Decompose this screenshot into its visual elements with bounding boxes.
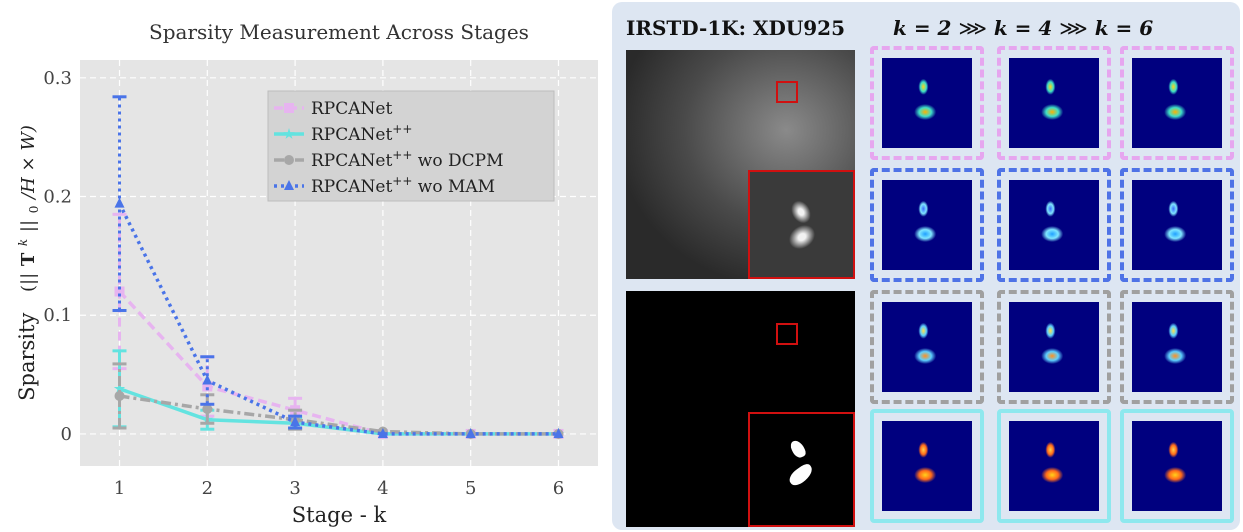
y-tick-label: 0.2 <box>43 187 72 208</box>
heatmap-image <box>1009 58 1099 148</box>
data-point <box>283 128 295 139</box>
data-point <box>377 427 388 438</box>
heatmap-image <box>1132 302 1222 392</box>
sparsity-chart: Sparsity Measurement Across Stages 1 2 3 4 5… <box>8 20 598 527</box>
heatmap-frame <box>1120 46 1234 160</box>
data-point <box>284 103 294 113</box>
heatmap-image <box>1009 421 1099 511</box>
heatmap-image <box>882 302 972 392</box>
legend-entry-2: RPCANet++ wo DCPM <box>274 148 503 171</box>
data-point <box>113 382 126 394</box>
heatmap-frame <box>997 168 1111 282</box>
series-line <box>117 202 559 436</box>
stage-label-k4: k = 4 <box>993 16 1053 40</box>
input-zoom-inset <box>748 170 855 279</box>
x-tick-label: 6 <box>553 478 564 499</box>
y-axis-label-sub: 0 <box>27 206 41 214</box>
heatmap-image <box>882 421 972 511</box>
heatmap-frame <box>870 168 984 282</box>
legend-entry-3: RPCANet++ wo MAM <box>274 174 495 197</box>
legend-entry-1: RPCANet++ <box>274 122 412 145</box>
heatmap-image <box>1009 302 1099 392</box>
data-point <box>202 374 213 385</box>
heatmap-image <box>882 58 972 148</box>
legend-entries: RPCANet RPCANet++ RPCANet++ wo DCPM RPCANet… <box>274 99 503 197</box>
heatmap-image <box>1132 180 1222 270</box>
legend-box <box>267 90 555 202</box>
axis-ticks: 1 2 3 4 5 6 0 0.1 0.2 0.3 <box>43 68 564 499</box>
ground-truth-mask <box>626 291 855 527</box>
x-axis-label: Stage - k <box>292 503 387 527</box>
legend-label: RPCANet <box>311 99 392 119</box>
y-axis-label-main: Sparsity <box>15 313 39 401</box>
x-tick-label: 4 <box>377 478 388 499</box>
data-point <box>114 286 125 297</box>
heatmap-image <box>1132 421 1222 511</box>
x-tick-label: 2 <box>202 478 213 499</box>
y-axis-label-mid: || <box>18 220 39 232</box>
stage-label-k2: k = 2 <box>893 16 952 40</box>
y-axis-label-bold: T <box>18 252 39 266</box>
data-point <box>553 427 564 438</box>
mask-zoom-inset <box>748 412 855 527</box>
heatmap-frame <box>870 290 984 404</box>
y-axis-label-tail: /H × W) <box>18 125 39 201</box>
y-axis-label-sup: k <box>16 239 30 246</box>
heatmap-image <box>1132 58 1222 148</box>
data-point <box>290 416 301 427</box>
chart-title: Sparsity Measurement Across Stages <box>149 20 529 44</box>
heatmap-image <box>1009 180 1099 270</box>
y-tick-label: 0.1 <box>43 305 72 326</box>
data-point <box>284 155 294 165</box>
x-axis-label-text: Stage - k <box>292 503 387 527</box>
heatmap-frame <box>870 46 984 160</box>
infrared-input-image <box>626 50 855 279</box>
data-point <box>114 197 125 208</box>
heatmap-frame <box>997 409 1111 523</box>
data-point <box>202 404 213 415</box>
heatmap-frame <box>997 46 1111 160</box>
legend-label: RPCANet++ wo MAM <box>311 174 495 197</box>
stage-arrows-1: ⋙ <box>958 16 987 40</box>
y-axis-label: Sparsity (|| T k || 0 /H × W) <box>8 125 43 401</box>
y-tick-label: 0.3 <box>43 68 72 89</box>
heatmap-frame <box>1120 290 1234 404</box>
heatmap-frame <box>997 290 1111 404</box>
heatmap-image <box>882 180 972 270</box>
x-tick-label: 5 <box>465 478 476 499</box>
series-3 <box>112 95 564 438</box>
stage-label-k6: k = 6 <box>1094 16 1154 40</box>
data-point <box>284 180 294 190</box>
series-lines <box>112 95 565 439</box>
data-point <box>202 381 213 392</box>
legend-entry-0: RPCANet <box>274 99 392 119</box>
x-tick-label: 3 <box>289 478 300 499</box>
heatmap-frame <box>870 409 984 523</box>
y-axis-label-open: (|| <box>18 273 39 292</box>
x-tick-label: 1 <box>114 478 125 499</box>
data-point <box>465 427 476 438</box>
mask-target-box <box>776 323 798 345</box>
legend-label: RPCANet++ wo DCPM <box>311 148 503 171</box>
stage-arrows-2: ⋙ <box>1059 16 1088 40</box>
stage-header: k = 2 ⋙ k = 4 ⋙ k = 6 <box>893 16 1243 40</box>
input-target-box <box>776 81 798 103</box>
heatmap-frame <box>1120 409 1234 523</box>
legend: RPCANet RPCANet++ RPCANet++ wo DCPM RPCANet… <box>267 90 555 202</box>
y-tick-label: 0 <box>61 424 72 445</box>
heatmap-frame <box>1120 168 1234 282</box>
legend-label: RPCANet++ <box>311 122 412 145</box>
data-point <box>114 390 125 401</box>
panel-title: IRSTD-1K: XDU925 <box>626 16 846 40</box>
